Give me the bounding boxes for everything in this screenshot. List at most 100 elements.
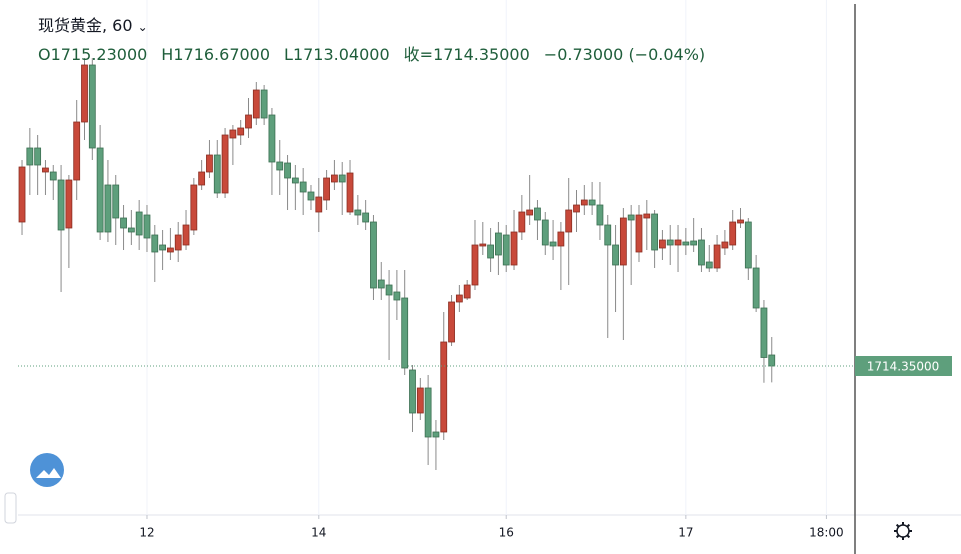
candle-body [346,172,354,213]
candle-body [49,171,57,181]
candle-body [112,184,120,219]
candle-body [354,209,362,216]
candle-body [744,221,752,269]
symbol-title: 现货黄金, 60 [38,16,133,35]
candle-body [135,211,143,236]
candle-body [682,241,690,246]
ohlc-value: H1716.67000 [161,45,271,64]
candle-body [588,199,596,206]
candle-body [268,114,276,163]
candle-body [752,267,760,309]
ohlc-value: O1715.23000 [38,45,148,64]
candle-body [596,204,604,226]
candle-body [143,214,151,239]
candle-body [18,166,26,223]
candle-body [88,64,96,149]
candle-body [221,134,229,194]
candle-body [487,244,495,259]
settings-icon[interactable] [894,522,912,540]
candle-body [127,227,135,233]
candle-body [705,261,713,269]
candle-body [42,167,49,173]
candle-body [768,354,776,367]
x-tick-label: 12 [139,526,154,540]
side-handle [4,492,17,524]
candle-body [659,239,666,249]
candle-body [729,221,737,246]
candle-body [284,162,291,179]
candle-body [245,114,252,129]
candle-body [120,217,127,229]
gear-tooth [906,534,911,539]
candle-body [721,241,729,249]
candle-body [674,239,682,246]
candle-body [401,297,409,369]
candle-body [502,234,510,266]
candle-body [237,127,245,136]
candle-body [81,64,88,123]
x-tick-label: 17 [678,526,693,540]
candle-body [619,217,627,266]
candle-body [409,369,416,414]
symbol-row: 现货黄金, 60 ⌄ [38,12,719,41]
candle-body [760,307,768,358]
candle-body [323,177,330,201]
candle-body [104,184,112,233]
candle-body [573,204,580,213]
candle-body [331,174,338,183]
candle-body [151,234,159,253]
candle-body [635,214,643,253]
x-tick-label: 16 [499,526,514,540]
candle-body [604,224,612,246]
candle-body [338,174,346,183]
candle-body [471,244,479,286]
candle-body [651,213,659,251]
candle-body [393,291,401,301]
candle-body [557,231,565,247]
gear-tooth [895,523,900,528]
candle-body [57,179,65,231]
candle-body [565,209,573,233]
candle-body [627,214,635,221]
candle-body [65,179,73,229]
candle-body [432,431,440,438]
candle-body [73,121,81,181]
ohlc-value: −0.73000 (−0.04%) [543,45,706,64]
candle-body [377,279,385,289]
candle-body [580,199,588,206]
candle-body [416,387,424,414]
candle-body [713,244,721,269]
candle-body [229,129,237,139]
candle-body [698,239,705,266]
candle-body [252,89,260,119]
candle-body [479,243,487,247]
time-axis-bg [0,515,961,554]
candle-body [174,234,182,251]
candle-body [455,294,463,303]
chevron[interactable]: ⌄ [137,20,148,34]
candle-body [612,244,619,266]
candle-body [182,224,190,246]
candle-body [737,219,744,224]
candle-body [518,211,526,233]
candle-body [448,301,455,343]
x-tick-label: 18:00 [809,526,844,540]
candle-body [424,387,432,438]
candle-body [213,154,221,194]
candle-body [643,213,651,219]
candle-body [440,341,448,433]
candle-body [463,284,471,299]
candle-body [260,89,268,119]
candle-body [526,209,534,216]
candle-body [510,231,518,266]
candle-body [291,177,299,184]
candle-body [549,241,557,247]
candle-body [96,147,104,233]
candle-body [362,212,370,223]
candle-body [666,239,674,246]
candle-body [690,240,698,246]
candle-body [315,196,323,213]
candle-body [26,147,34,166]
